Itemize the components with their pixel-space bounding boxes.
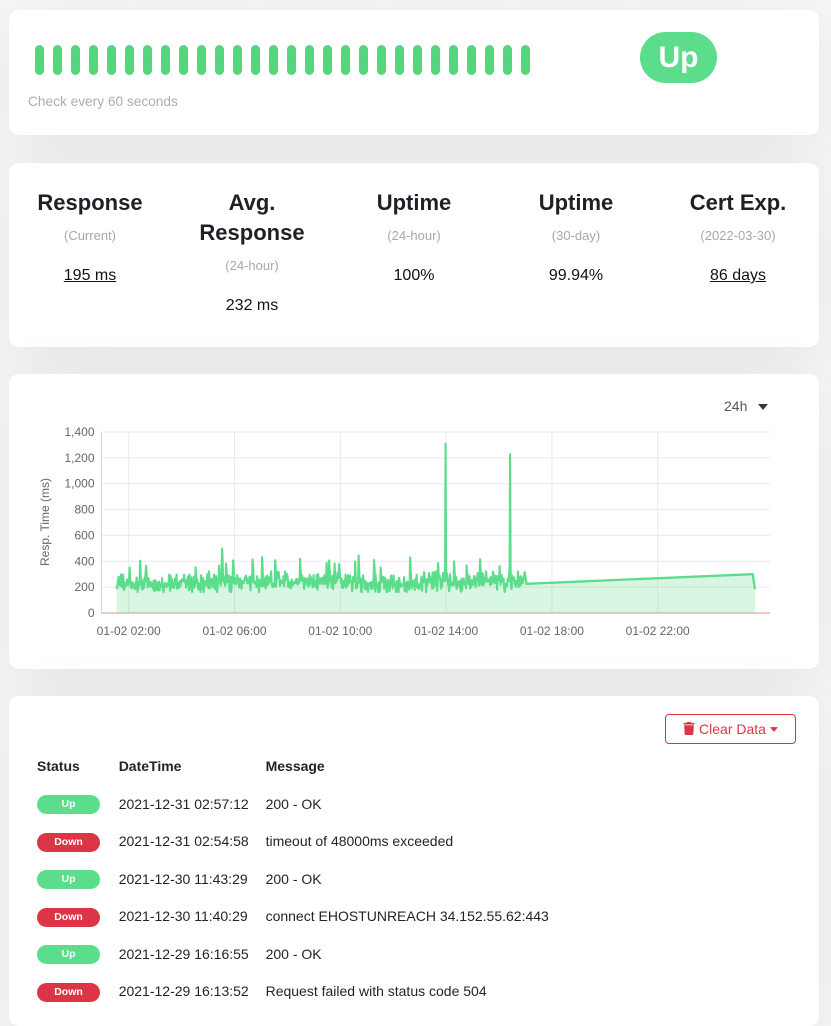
svg-text:Resp. Time (ms): Resp. Time (ms) <box>38 478 52 566</box>
svg-text:200: 200 <box>74 580 94 594</box>
svg-text:01-02 18:00: 01-02 18:00 <box>520 624 584 638</box>
svg-text:800: 800 <box>74 503 94 517</box>
svg-text:1,400: 1,400 <box>64 425 94 439</box>
svg-text:0: 0 <box>88 606 95 620</box>
svg-text:01-02 22:00: 01-02 22:00 <box>626 624 690 638</box>
svg-text:1,200: 1,200 <box>64 451 94 465</box>
svg-text:01-02 02:00: 01-02 02:00 <box>97 624 161 638</box>
svg-text:1,000: 1,000 <box>64 477 94 491</box>
svg-text:01-02 06:00: 01-02 06:00 <box>202 624 266 638</box>
svg-text:600: 600 <box>74 528 94 542</box>
svg-text:01-02 14:00: 01-02 14:00 <box>414 624 478 638</box>
svg-text:01-02 10:00: 01-02 10:00 <box>308 624 372 638</box>
svg-text:400: 400 <box>74 554 94 568</box>
